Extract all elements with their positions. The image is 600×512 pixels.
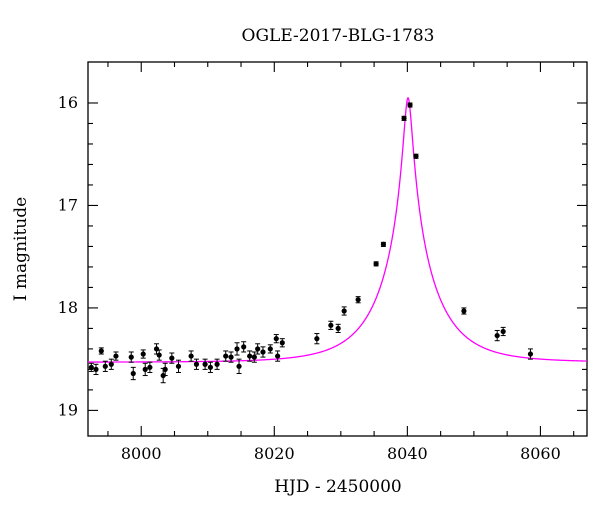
data-point	[140, 351, 146, 357]
data-point	[241, 344, 247, 350]
y-tick-label: 18	[58, 298, 78, 317]
data-point	[527, 351, 534, 357]
data-point	[202, 361, 208, 367]
data-point	[461, 308, 467, 314]
data-point	[328, 322, 334, 328]
data-point	[247, 353, 253, 359]
data-point	[314, 336, 320, 342]
data-point	[267, 346, 273, 352]
data-point	[175, 363, 182, 369]
data-point	[169, 355, 175, 361]
data-point	[279, 340, 285, 346]
y-axis-label: I magnitude	[11, 197, 31, 301]
data-point	[260, 349, 266, 355]
data-point	[128, 354, 134, 360]
y-tick-label: 17	[58, 195, 78, 214]
data-point	[275, 353, 281, 359]
data-point	[228, 354, 234, 360]
x-axis-label: HJD - 2450000	[274, 477, 402, 497]
data-point	[355, 297, 361, 303]
x-tick-label: 8000	[121, 444, 162, 463]
data-point	[236, 363, 242, 369]
data-point	[223, 353, 229, 359]
x-tick-label: 8040	[387, 444, 428, 463]
data-point	[188, 353, 194, 359]
data-point	[401, 115, 407, 121]
data-point	[130, 370, 136, 377]
data-point	[156, 352, 162, 358]
plot-area: 8000 8020 8040 8060 16 17 18 19	[58, 61, 588, 463]
x-tick-label: 8020	[254, 444, 295, 463]
model-curve	[88, 96, 588, 363]
data-point	[251, 354, 257, 360]
data-point	[335, 325, 341, 332]
data-point	[153, 346, 160, 352]
data-point	[234, 346, 240, 352]
data-point	[93, 366, 99, 372]
data-point	[102, 363, 108, 369]
data-point	[162, 366, 168, 372]
data-point	[147, 364, 153, 370]
x-axis-ticks: 8000 8020 8040 8060	[107, 62, 575, 463]
data-point	[142, 366, 148, 372]
data-point	[407, 102, 413, 108]
chart-title: OGLE-2017-BLG-1783	[242, 26, 435, 46]
plot-frame	[87, 61, 588, 437]
data-point	[113, 353, 119, 359]
data-point	[88, 364, 94, 370]
x-tick-label: 8060	[520, 444, 561, 463]
data-point	[413, 153, 419, 159]
data-point	[255, 346, 261, 352]
y-axis-ticks: 16 17 18 19	[58, 93, 587, 419]
y-tick-label: 19	[58, 400, 78, 419]
data-point	[193, 361, 200, 367]
data-point	[373, 261, 379, 267]
y-tick-label: 16	[58, 93, 78, 112]
data-point	[207, 364, 214, 370]
data-point	[214, 361, 220, 367]
data-point	[494, 332, 500, 339]
data-point	[98, 348, 104, 354]
data-point	[341, 308, 347, 314]
data-point	[380, 241, 387, 247]
data-points	[88, 102, 534, 384]
data-point	[108, 361, 114, 367]
data-point	[273, 336, 279, 342]
data-point	[500, 328, 506, 335]
